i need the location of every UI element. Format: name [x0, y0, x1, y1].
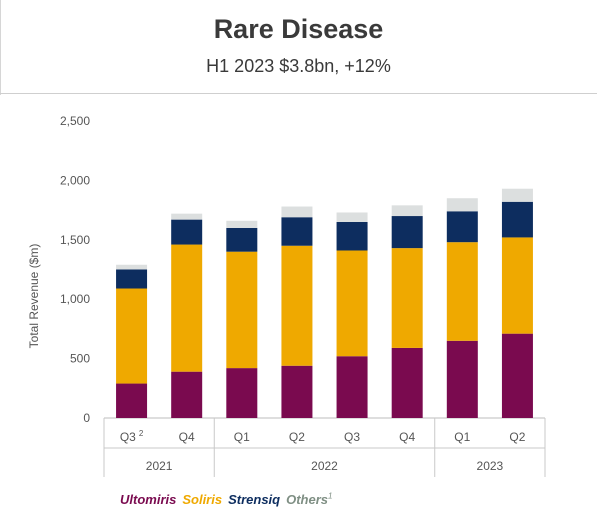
year-group-label: 2023	[477, 459, 504, 473]
legend-item-strensiq: Strensiq	[228, 492, 281, 508]
bar-segment-strensiq	[171, 219, 203, 245]
bar-segment-others	[501, 188, 533, 202]
bar-segment-soliris	[171, 244, 203, 372]
bar-segment-others	[281, 206, 313, 218]
legend-superscript: 1	[328, 492, 333, 501]
year-group-label: 2022	[311, 459, 338, 473]
bar-segment-soliris	[281, 245, 313, 366]
bar-segment-others	[336, 212, 368, 222]
x-tick-label: Q1	[454, 430, 470, 444]
bar-segment-soliris	[391, 248, 423, 348]
x-tick-label: Q2	[289, 430, 305, 444]
bar-segment-soliris	[226, 251, 258, 369]
y-tick-label: 2,000	[60, 173, 90, 187]
bar-segment-strensiq	[226, 227, 258, 252]
bar-segment-ultomiris	[446, 340, 478, 418]
x-tick-label: Q3	[344, 430, 360, 444]
legend-item-soliris: Soliris	[182, 492, 223, 508]
x-tick-label: Q3 2	[120, 429, 144, 444]
bar-segment-soliris	[336, 250, 368, 357]
bar-segment-ultomiris	[226, 368, 258, 418]
x-tick-superscript: 2	[139, 429, 144, 438]
bar-segment-strensiq	[446, 211, 478, 243]
x-tick-label: Q1	[234, 430, 250, 444]
y-tick-label: 2,500	[60, 114, 90, 128]
bar-segment-strensiq	[501, 201, 533, 238]
x-tick-label: Q2	[509, 430, 525, 444]
header-divider	[0, 93, 597, 94]
bar-segment-ultomiris	[501, 333, 533, 418]
y-tick-label: 1,500	[60, 233, 90, 247]
bar-segment-others	[226, 220, 258, 228]
bar-segment-strensiq	[281, 217, 313, 246]
y-tick-label: 1,000	[60, 292, 90, 306]
y-tick-label: 500	[70, 352, 90, 366]
y-tick-label: 0	[83, 411, 90, 425]
bar-segment-others	[171, 213, 203, 220]
year-group-label: 2021	[146, 459, 173, 473]
legend-item-ultomiris: Ultomiris	[120, 492, 177, 508]
card-border	[0, 0, 1, 95]
bar-segment-ultomiris	[391, 347, 423, 418]
bar-segment-ultomiris	[336, 356, 368, 418]
bar-segment-ultomiris	[171, 371, 203, 418]
bar-segment-strensiq	[336, 221, 368, 251]
chart-subtitle: H1 2023 $3.8bn, +12%	[206, 56, 391, 76]
bar-segment-strensiq	[116, 269, 148, 289]
bar-segment-others	[446, 198, 478, 212]
chart-legend: Ultomiris Soliris Strensiq Others1	[120, 492, 338, 507]
bar-segment-others	[116, 264, 148, 270]
bar-segment-others	[391, 205, 423, 217]
bar-segment-soliris	[116, 288, 148, 384]
legend-item-others: Others1	[286, 492, 333, 508]
bar-segment-soliris	[501, 237, 533, 334]
x-tick-label: Q4	[179, 430, 195, 444]
bar-segment-ultomiris	[281, 365, 313, 418]
x-tick-label: Q4	[399, 430, 415, 444]
bar-segment-soliris	[446, 242, 478, 341]
bar-segment-strensiq	[391, 216, 423, 249]
bar-segment-ultomiris	[116, 383, 148, 418]
chart-title: Rare Disease	[213, 14, 384, 44]
